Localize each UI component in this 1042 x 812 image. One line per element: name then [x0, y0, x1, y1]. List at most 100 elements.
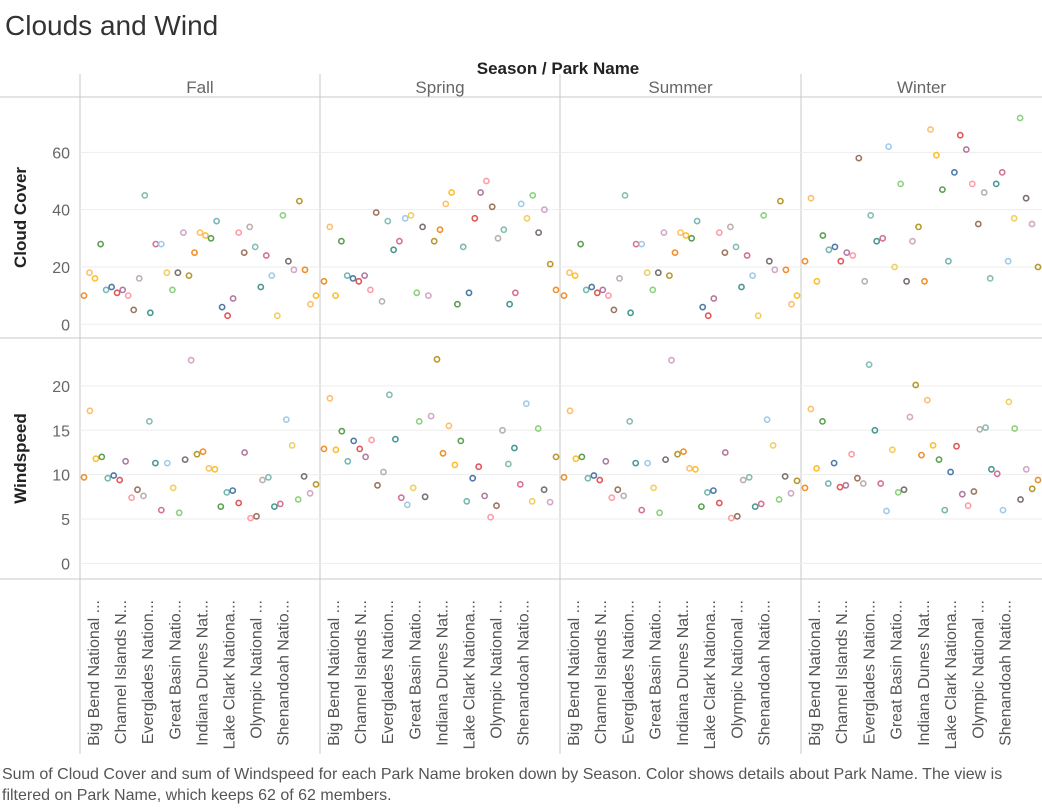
data-point[interactable]	[743, 252, 751, 259]
data-point[interactable]	[282, 416, 290, 423]
data-point[interactable]	[211, 465, 219, 473]
data-point[interactable]	[627, 309, 634, 317]
data-point[interactable]	[921, 277, 928, 285]
data-point[interactable]	[699, 303, 707, 311]
data-point[interactable]	[721, 449, 729, 456]
data-point[interactable]	[98, 453, 106, 461]
data-point[interactable]	[433, 355, 441, 363]
data-point[interactable]	[253, 512, 260, 520]
data-point[interactable]	[710, 295, 718, 302]
data-point[interactable]	[775, 496, 783, 503]
data-point[interactable]	[522, 400, 530, 408]
data-point[interactable]	[992, 180, 1000, 188]
data-point[interactable]	[915, 223, 922, 231]
data-point[interactable]	[320, 445, 328, 453]
data-point[interactable]	[80, 473, 88, 481]
data-point[interactable]	[1022, 194, 1030, 202]
data-point[interactable]	[273, 312, 281, 320]
data-point[interactable]	[951, 168, 958, 176]
data-point[interactable]	[337, 237, 345, 245]
data-point[interactable]	[390, 246, 397, 254]
data-point[interactable]	[517, 200, 525, 208]
data-point[interactable]	[205, 464, 213, 472]
data-point[interactable]	[516, 480, 524, 488]
data-point[interactable]	[413, 289, 421, 297]
data-point[interactable]	[290, 266, 298, 274]
data-point[interactable]	[605, 292, 612, 299]
data-point[interactable]	[157, 506, 165, 514]
data-point[interactable]	[1004, 257, 1012, 265]
data-point[interactable]	[552, 453, 560, 461]
data-point[interactable]	[421, 493, 429, 501]
data-point[interactable]	[307, 300, 314, 308]
data-point[interactable]	[584, 474, 592, 482]
data-point[interactable]	[848, 450, 855, 458]
data-point[interactable]	[1005, 398, 1013, 406]
data-point[interactable]	[560, 473, 568, 481]
data-point[interactable]	[506, 300, 513, 308]
data-point[interactable]	[332, 292, 339, 299]
data-point[interactable]	[163, 459, 171, 467]
data-point[interactable]	[688, 234, 695, 242]
data-point[interactable]	[459, 243, 467, 251]
data-point[interactable]	[174, 269, 182, 277]
data-point[interactable]	[801, 484, 809, 492]
data-point[interactable]	[240, 249, 248, 256]
data-point[interactable]	[727, 514, 735, 522]
data-point[interactable]	[141, 191, 149, 199]
data-point[interactable]	[385, 391, 393, 399]
data-point[interactable]	[733, 512, 741, 520]
data-point[interactable]	[879, 234, 887, 242]
data-point[interactable]	[102, 286, 110, 294]
data-point[interactable]	[463, 497, 471, 505]
data-point[interactable]	[108, 283, 115, 291]
data-point[interactable]	[235, 499, 243, 507]
data-point[interactable]	[616, 274, 623, 282]
data-point[interactable]	[445, 422, 453, 430]
data-point[interactable]	[836, 483, 844, 491]
data-point[interactable]	[1010, 214, 1018, 222]
data-point[interactable]	[593, 289, 601, 297]
data-point[interactable]	[199, 448, 207, 455]
data-point[interactable]	[923, 396, 931, 404]
data-point[interactable]	[566, 269, 573, 277]
data-point[interactable]	[837, 257, 845, 265]
data-point[interactable]	[929, 441, 937, 449]
data-point[interactable]	[140, 492, 147, 500]
data-point[interactable]	[80, 292, 88, 299]
data-point[interactable]	[356, 445, 364, 453]
data-point[interactable]	[626, 417, 634, 425]
data-point[interactable]	[993, 470, 1001, 478]
data-point[interactable]	[86, 269, 93, 277]
data-point[interactable]	[181, 456, 189, 463]
data-point[interactable]	[958, 490, 966, 498]
data-point[interactable]	[956, 131, 964, 139]
data-point[interactable]	[499, 426, 506, 434]
data-point[interactable]	[187, 356, 195, 364]
data-point[interactable]	[643, 269, 651, 277]
data-point[interactable]	[754, 312, 762, 320]
data-point[interactable]	[326, 223, 334, 231]
data-point[interactable]	[546, 260, 554, 268]
data-point[interactable]	[988, 465, 995, 473]
data-point[interactable]	[654, 269, 662, 277]
data-point[interactable]	[403, 501, 411, 509]
data-point[interactable]	[620, 492, 628, 500]
data-point[interactable]	[344, 457, 352, 465]
data-point[interactable]	[511, 444, 518, 452]
data-point[interactable]	[1011, 425, 1019, 432]
data-point[interactable]	[157, 240, 165, 248]
data-point[interactable]	[552, 286, 560, 294]
data-point[interactable]	[883, 507, 890, 515]
data-point[interactable]	[541, 206, 548, 214]
data-point[interactable]	[436, 226, 444, 234]
data-point[interactable]	[745, 473, 753, 481]
data-point[interactable]	[493, 502, 500, 510]
data-point[interactable]	[912, 381, 920, 389]
data-point[interactable]	[528, 497, 536, 505]
data-point[interactable]	[168, 286, 176, 294]
data-point[interactable]	[362, 453, 369, 461]
data-point[interactable]	[488, 203, 496, 211]
data-point[interactable]	[807, 405, 815, 413]
data-point[interactable]	[191, 249, 198, 256]
